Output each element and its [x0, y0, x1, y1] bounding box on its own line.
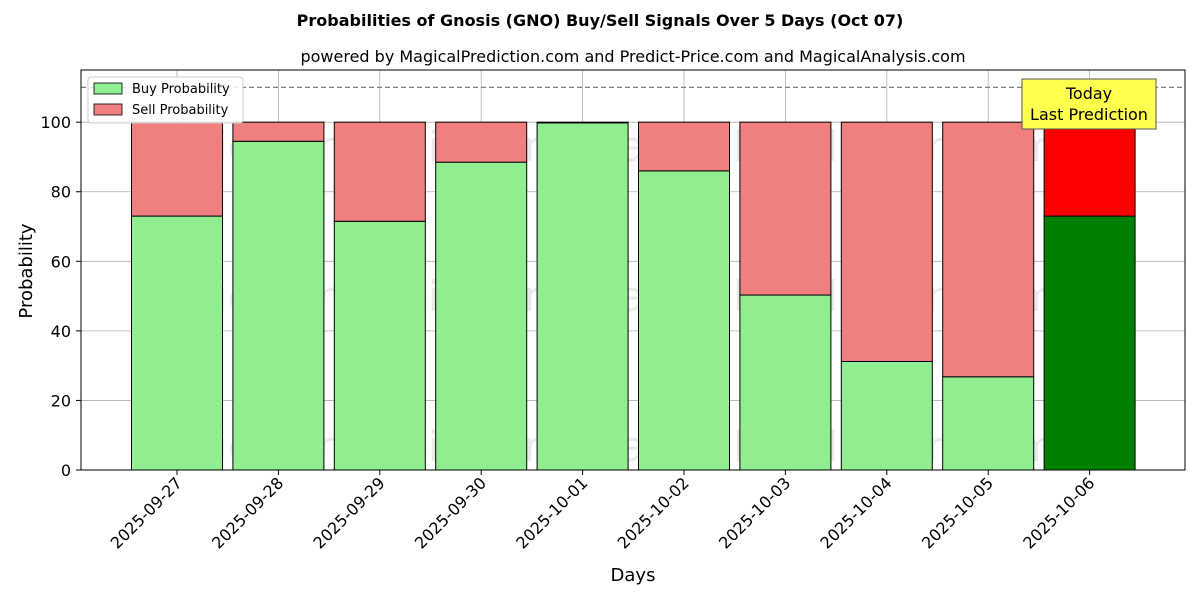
- bar-buy-2025-10-02: [638, 170, 730, 471]
- x-tick-label: 2025-09-30: [411, 473, 490, 552]
- bar-buy-2025-10-01: [536, 122, 629, 471]
- plot-area: [80, 69, 1186, 471]
- annotation-line-1: Today: [1065, 84, 1112, 103]
- x-axis-label: Days: [611, 565, 656, 586]
- annotation-box: [1021, 78, 1157, 130]
- x-tick-label: 2025-10-03: [715, 473, 794, 552]
- y-axis-label: Probability: [16, 223, 37, 318]
- legend-label-sell: Sell Probability: [132, 103, 229, 118]
- today-annotation: Today Last Prediction: [1021, 78, 1157, 130]
- bar-sell-2025-10-01: [536, 121, 629, 124]
- x-tick-label: 2025-10-01: [512, 473, 591, 552]
- legend-swatch-buy: [93, 82, 123, 95]
- legend-frame: [87, 76, 244, 124]
- bar-buy-2025-10-06: [1043, 215, 1136, 471]
- x-tick-label: 2025-10-02: [614, 473, 693, 552]
- bar-sell-2025-10-06: [1043, 121, 1136, 217]
- bar-sell-2025-10-02: [638, 121, 730, 172]
- bar-sell-2025-10-05: [942, 121, 1035, 378]
- legend-swatch-sell: [93, 103, 123, 116]
- bar-sell-2025-09-29: [333, 121, 426, 222]
- x-tick-label: 2025-09-27: [107, 473, 186, 552]
- bar-sell-2025-10-04: [840, 121, 933, 362]
- x-tick-label: 2025-09-28: [208, 473, 287, 552]
- bar-buy-2025-09-30: [435, 161, 528, 471]
- x-tick-label: 2025-09-29: [309, 473, 388, 552]
- bar-sell-2025-10-03: [739, 121, 832, 296]
- bar-sell-2025-09-30: [435, 121, 528, 163]
- y-tick-label: 80: [51, 183, 71, 202]
- annotation-line-2: Last Prediction: [1030, 105, 1148, 124]
- y-tick-label: 20: [51, 391, 71, 410]
- bar-buy-2025-10-05: [942, 376, 1035, 471]
- x-tick-label: 2025-10-04: [816, 473, 895, 552]
- bar-buy-2025-10-03: [739, 294, 832, 471]
- y-tick-label: 0: [61, 461, 71, 480]
- bar-buy-2025-09-27: [131, 215, 223, 471]
- x-tick-label: 2025-10-05: [918, 473, 997, 552]
- y-tick-label: 40: [51, 322, 71, 341]
- legend: Buy Probability Sell Probability: [87, 76, 244, 124]
- bar-buy-2025-10-04: [840, 360, 933, 471]
- bar-sell-2025-09-27: [131, 121, 223, 217]
- chart-title: Probabilities of Gnosis (GNO) Buy/Sell S…: [297, 11, 904, 30]
- bars: [131, 121, 1136, 471]
- y-tick-label: 100: [40, 113, 71, 132]
- bar-buy-2025-09-29: [333, 220, 426, 471]
- y-tick-label: 60: [51, 252, 71, 271]
- chart-subtitle: powered by MagicalPrediction.com and Pre…: [300, 47, 965, 66]
- x-axis: 2025-09-27 2025-09-28 2025-09-29 2025-09-30…: [107, 470, 1098, 553]
- bar-buy-2025-09-28: [232, 140, 325, 471]
- y-axis: 0 20 40 60 80 100: [40, 113, 81, 480]
- x-tick-label: 2025-10-06: [1019, 473, 1098, 552]
- bar-sell-2025-09-28: [232, 121, 325, 142]
- legend-label-buy: Buy Probability: [132, 82, 230, 97]
